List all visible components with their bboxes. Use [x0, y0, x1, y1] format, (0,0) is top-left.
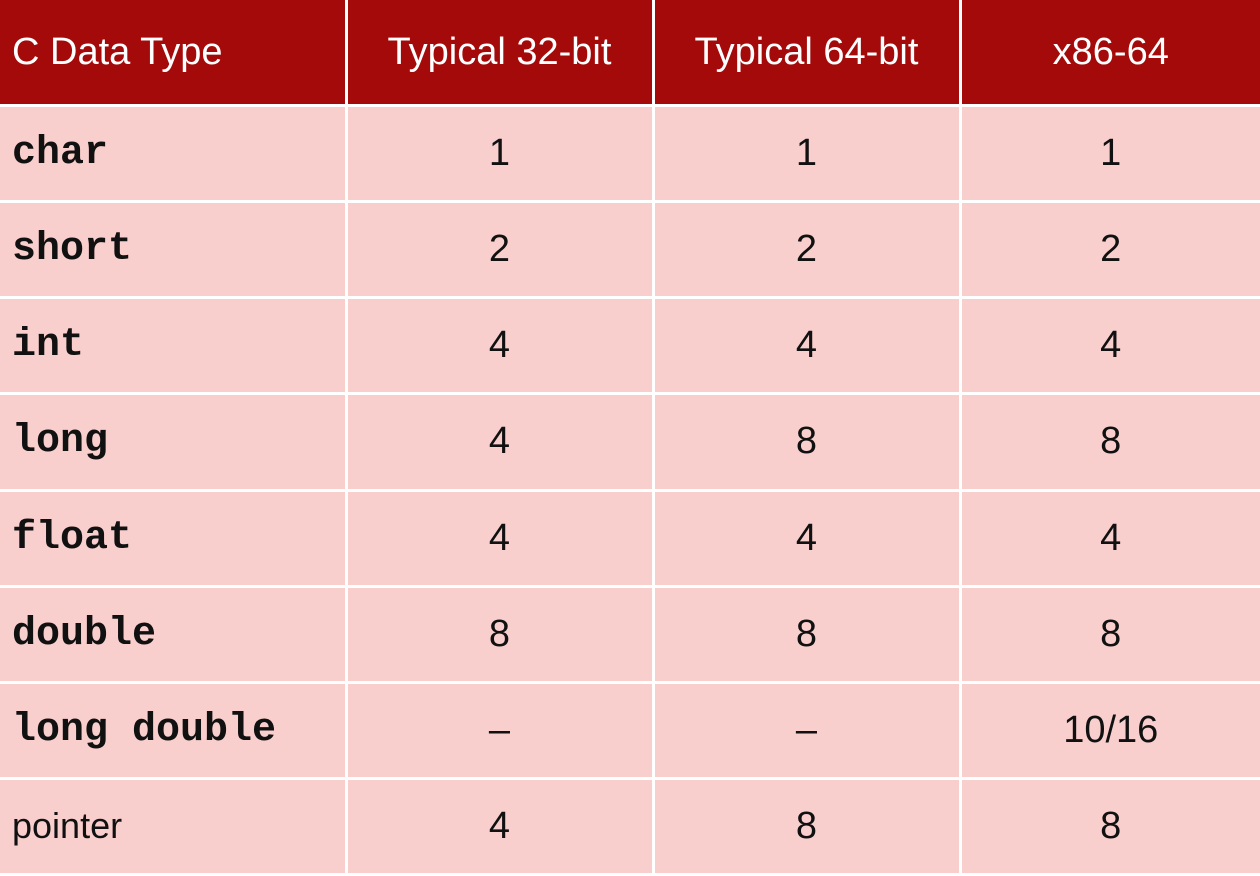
size-cell: 2 — [344, 200, 655, 300]
table-row: pointer 4 8 8 — [0, 776, 1260, 876]
size-cell: 2 — [958, 200, 1260, 300]
size-cell: 8 — [958, 392, 1260, 492]
type-cell: short — [0, 200, 348, 300]
type-cell: long — [0, 392, 348, 492]
size-cell: – — [344, 680, 655, 780]
size-cell: 1 — [651, 103, 962, 204]
type-cell: float — [0, 488, 348, 588]
size-cell: 4 — [651, 488, 962, 588]
size-cell: 4 — [958, 488, 1260, 588]
header-row: C Data Type Typical 32-bit Typical 64-bi… — [0, 0, 1260, 107]
size-cell: 8 — [958, 584, 1260, 684]
size-cell: 4 — [958, 296, 1260, 396]
size-cell: 1 — [344, 103, 655, 204]
header-cell: Typical 64-bit — [651, 0, 962, 107]
size-cell: 4 — [344, 296, 655, 396]
size-cell: 8 — [651, 392, 962, 492]
size-cell: 1 — [958, 103, 1260, 204]
size-cell: 4 — [344, 488, 655, 588]
table-row: char 1 1 1 — [0, 103, 1260, 204]
type-cell: int — [0, 296, 348, 396]
type-cell: long double — [0, 680, 348, 780]
size-cell: – — [651, 680, 962, 780]
table-row: long 4 8 8 — [0, 392, 1260, 492]
size-cell: 10/16 — [958, 680, 1260, 780]
size-cell: 8 — [651, 584, 962, 684]
type-cell: char — [0, 103, 348, 204]
table-row: long double – –10/16 — [0, 680, 1260, 780]
table-row: float 4 4 4 — [0, 488, 1260, 588]
table-row: double 8 8 8 — [0, 584, 1260, 684]
table-row: int 4 4 4 — [0, 296, 1260, 396]
size-cell: 2 — [651, 200, 962, 300]
header-cell: C Data Type — [0, 0, 348, 107]
type-cell: double — [0, 584, 348, 684]
table-row: short 2 2 2 — [0, 200, 1260, 300]
size-cell: 8 — [651, 776, 962, 876]
header-cell: x86-64 — [958, 0, 1260, 107]
size-cell: 4 — [344, 392, 655, 492]
size-cell: 8 — [344, 584, 655, 684]
type-cell: pointer — [0, 776, 348, 876]
size-cell: 4 — [344, 776, 655, 876]
header-cell: Typical 32-bit — [344, 0, 655, 107]
size-cell: 4 — [651, 296, 962, 396]
size-cell: 8 — [958, 776, 1260, 876]
